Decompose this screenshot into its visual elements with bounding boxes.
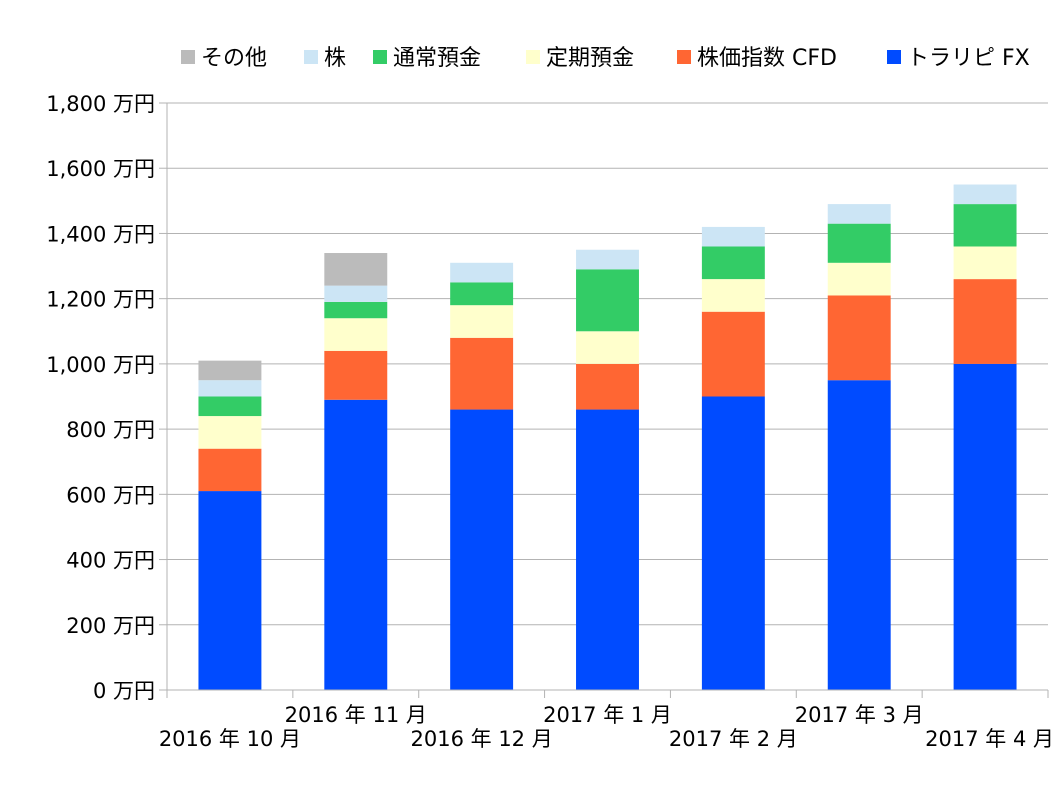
legend-swatch — [677, 50, 691, 64]
bar-segment — [450, 409, 514, 690]
bar-segment — [953, 204, 1017, 247]
bar-segment — [953, 246, 1017, 280]
x-tick-label: 2016 年 12 月 — [411, 727, 553, 751]
bar-segment — [576, 331, 639, 364]
x-tick-label: 2017 年 2 月 — [669, 727, 798, 751]
y-tick-label: 0 万円 — [93, 679, 155, 703]
bar-segment — [827, 223, 891, 263]
bar-segment — [576, 269, 639, 332]
bar-segment — [576, 363, 639, 410]
axes — [159, 102, 1049, 698]
bar-segment — [701, 226, 765, 247]
bar-segment — [198, 448, 262, 492]
y-tick-label: 1,800 万円 — [46, 92, 155, 116]
legend-swatch — [526, 50, 540, 64]
y-tick-label: 200 万円 — [66, 614, 155, 638]
bar-segment — [198, 416, 262, 449]
bar-segment — [701, 396, 765, 690]
bar-segment — [953, 279, 1017, 364]
y-axis-tick-labels: 0 万円 200 万円 400 万円 600 万円 800 万円 1,000 万円 1,20… — [46, 92, 155, 703]
legend-label: 通常預金 — [393, 46, 481, 71]
bar-segment — [576, 409, 639, 690]
bar-segment — [701, 279, 765, 312]
x-tick-label: 2016 年 11 月 — [285, 703, 427, 727]
legend-label: トラリピ FX — [907, 46, 1030, 71]
bar-segment — [827, 295, 891, 381]
bar-segment — [827, 262, 891, 296]
legend-label: 株価指数 CFD — [697, 46, 837, 71]
bar-segment — [450, 282, 514, 306]
bar-segment — [324, 399, 388, 690]
bar-segment — [324, 318, 388, 351]
bar-segment — [324, 253, 388, 286]
bar-segment — [450, 262, 514, 283]
x-tick-label: 2017 年 1 月 — [543, 703, 672, 727]
bar-segment — [324, 301, 388, 319]
y-tick-label: 1,400 万円 — [46, 222, 155, 246]
bar-segment — [324, 285, 388, 302]
x-tick-label: 2017 年 4 月 — [925, 727, 1054, 751]
y-tick-label: 800 万円 — [66, 418, 155, 442]
legend: その他 株 通常預金 定期預金 株価指数 CFD トラリピ FX — [181, 46, 1030, 71]
legend-label: その他 — [201, 46, 267, 71]
legend-label: 株 — [324, 46, 346, 71]
bar-segment — [701, 311, 765, 397]
bar-segment — [198, 396, 262, 417]
bar-segment — [827, 380, 891, 690]
bar-segment — [198, 380, 262, 397]
x-tick-label: 2017 年 3 月 — [795, 703, 924, 727]
bars — [198, 184, 1017, 690]
bar-segment — [198, 360, 262, 381]
y-tick-label: 1,000 万円 — [46, 353, 155, 377]
bar-segment — [576, 249, 639, 270]
bar-segment — [450, 305, 514, 338]
y-tick-label: 400 万円 — [66, 549, 155, 573]
bar-segment — [198, 491, 262, 690]
legend-swatch — [887, 50, 901, 64]
y-tick-label: 600 万円 — [66, 483, 155, 507]
bar-segment — [953, 363, 1017, 690]
x-tick-label: 2016 年 10 月 — [159, 727, 301, 751]
legend-swatch — [373, 50, 387, 64]
y-tick-label: 1,600 万円 — [46, 157, 155, 181]
legend-label: 定期預金 — [546, 46, 634, 71]
y-tick-label: 1,200 万円 — [46, 288, 155, 312]
bar-segment — [324, 350, 388, 400]
bar-segment — [953, 184, 1017, 205]
bar-segment — [450, 337, 514, 410]
legend-swatch — [304, 50, 318, 64]
bar-segment — [701, 246, 765, 280]
bar-segment — [827, 204, 891, 224]
legend-swatch — [181, 50, 195, 64]
